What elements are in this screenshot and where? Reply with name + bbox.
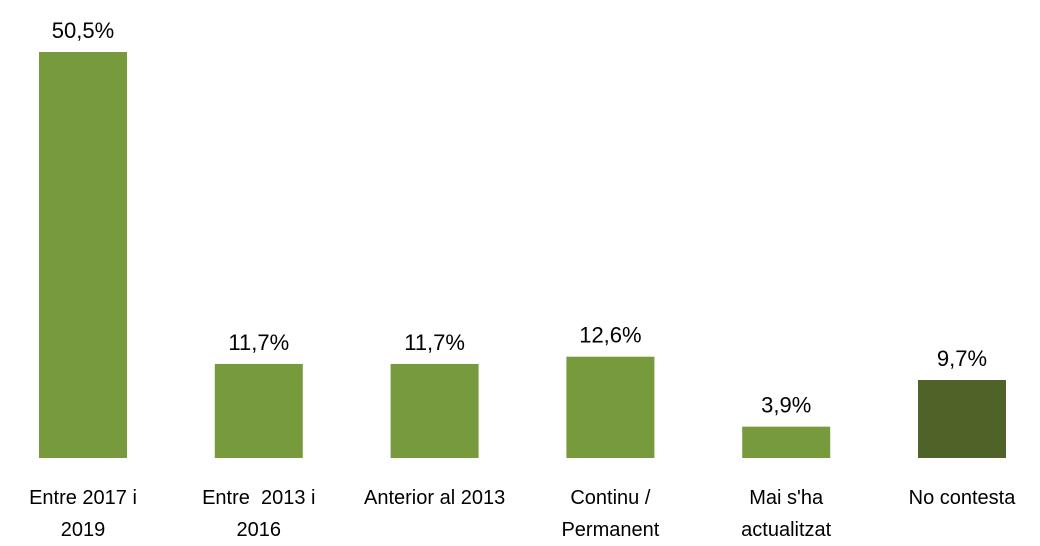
category-label: Entre 2017 i 2019 [29,487,143,541]
bar [214,363,303,458]
bar [918,380,1006,458]
bar [742,426,831,458]
bar [39,52,127,458]
value-label: 12,6% [579,323,641,348]
category-label: Continu / Permanent [561,487,660,541]
category-label: Mai s'ha actualitzat [741,487,832,541]
value-label: 3,9% [761,393,811,418]
value-label: 9,7% [937,346,987,371]
category-label: Entre 2013 i 2016 [202,487,322,541]
bar [566,356,655,458]
bar [390,363,479,458]
category-label: No contesta [908,487,1016,509]
category-label: Anterior al 2013 [363,487,506,509]
value-label: 11,7% [404,330,465,355]
value-label: 11,7% [228,330,289,355]
value-label: 50,5% [52,18,114,43]
